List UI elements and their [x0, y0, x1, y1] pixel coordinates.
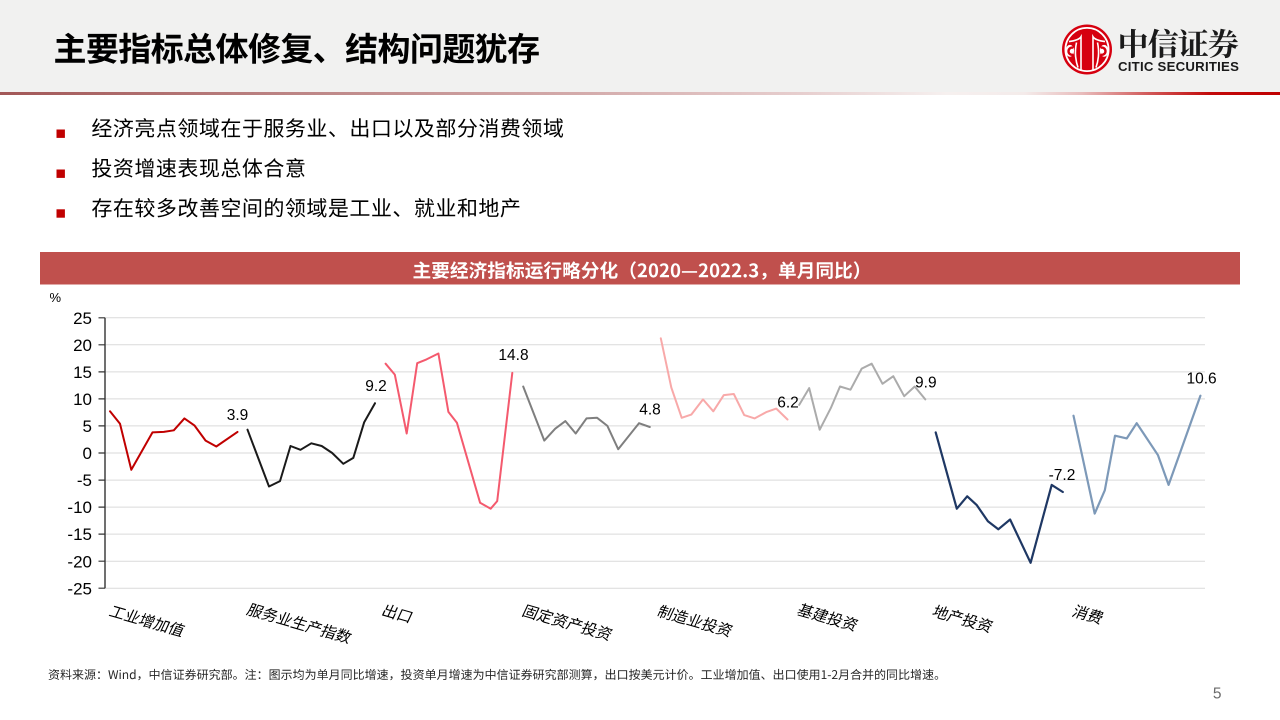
- svg-text:-5: -5: [77, 471, 92, 490]
- svg-text:25: 25: [73, 309, 92, 328]
- svg-text:5: 5: [83, 417, 92, 436]
- svg-text:0: 0: [83, 444, 92, 463]
- svg-text:-10: -10: [67, 498, 92, 517]
- svg-text:3.9: 3.9: [227, 407, 249, 424]
- svg-text:14.8: 14.8: [498, 347, 528, 364]
- svg-text:5: 5: [1213, 685, 1222, 702]
- svg-text:20: 20: [73, 336, 92, 355]
- svg-text:CITIC SECURITIES: CITIC SECURITIES: [1118, 59, 1239, 74]
- svg-text:9.2: 9.2: [365, 378, 387, 395]
- svg-text:-25: -25: [67, 579, 92, 598]
- svg-text:6.2: 6.2: [777, 395, 799, 412]
- svg-text:%: %: [50, 290, 62, 305]
- svg-text:4.8: 4.8: [639, 402, 661, 419]
- svg-text:-7.2: -7.2: [1049, 467, 1076, 484]
- svg-text:9.9: 9.9: [915, 375, 937, 392]
- svg-text:15: 15: [73, 363, 92, 382]
- svg-text:10.6: 10.6: [1187, 371, 1217, 388]
- svg-text:10: 10: [73, 390, 92, 409]
- svg-text:-15: -15: [67, 525, 92, 544]
- svg-text:-20: -20: [67, 552, 92, 571]
